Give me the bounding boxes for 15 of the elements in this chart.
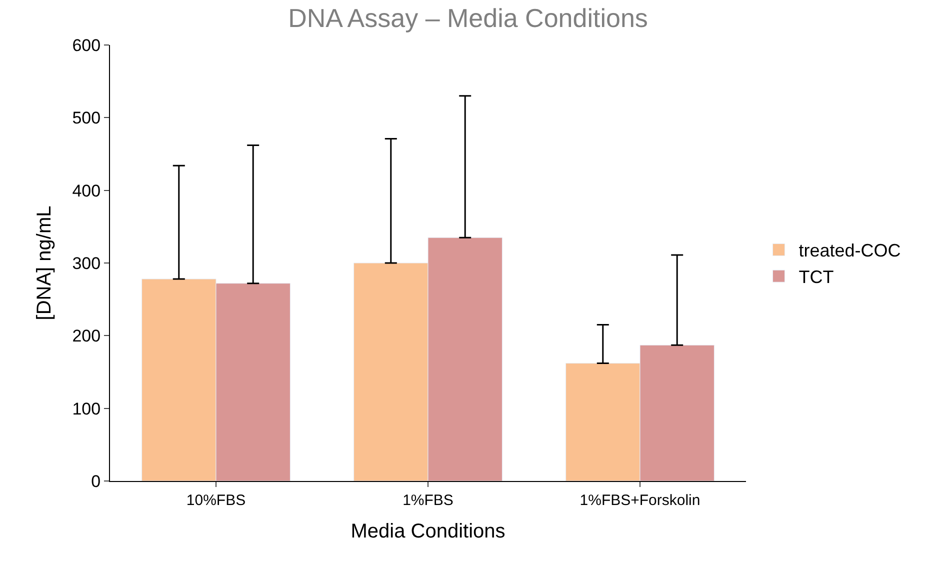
x-tick-label: 1%FBS xyxy=(402,492,454,509)
x-tick-label: 10%FBS xyxy=(186,492,246,509)
y-tick-label: 0 xyxy=(91,472,101,491)
y-tick-label: 300 xyxy=(72,254,101,273)
y-tick-label: 500 xyxy=(72,108,101,128)
y-tick-label: 100 xyxy=(72,399,101,418)
legend-label: treated-COC xyxy=(798,240,901,261)
chart-title: DNA Assay – Media Conditions xyxy=(288,2,648,33)
y-tick-label: 200 xyxy=(72,326,101,346)
legend-label: TCT xyxy=(798,267,834,288)
y-tick-label: 600 xyxy=(72,36,101,55)
x-axis-title: Media Conditions xyxy=(350,520,506,542)
x-tick-label: 1%FBS+Forskolin xyxy=(580,492,700,509)
y-tick-label: 400 xyxy=(72,181,101,200)
y-axis-title: [DNA] ng/mL xyxy=(34,206,56,320)
